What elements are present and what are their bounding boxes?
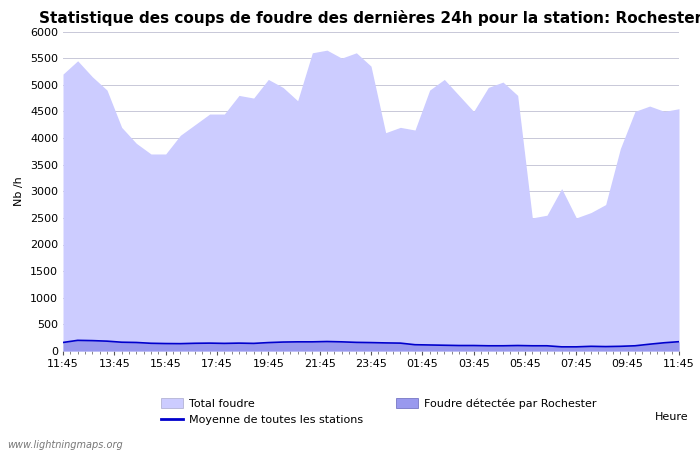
Legend: Total foudre, Moyenne de toutes les stations, Foudre détectée par Rochester: Total foudre, Moyenne de toutes les stat… xyxy=(161,398,596,425)
Text: Heure: Heure xyxy=(654,412,688,422)
Y-axis label: Nb /h: Nb /h xyxy=(15,176,24,206)
Text: www.lightningmaps.org: www.lightningmaps.org xyxy=(7,440,122,450)
Title: Statistique des coups de foudre des dernières 24h pour la station: Rochester: Statistique des coups de foudre des dern… xyxy=(39,10,700,26)
